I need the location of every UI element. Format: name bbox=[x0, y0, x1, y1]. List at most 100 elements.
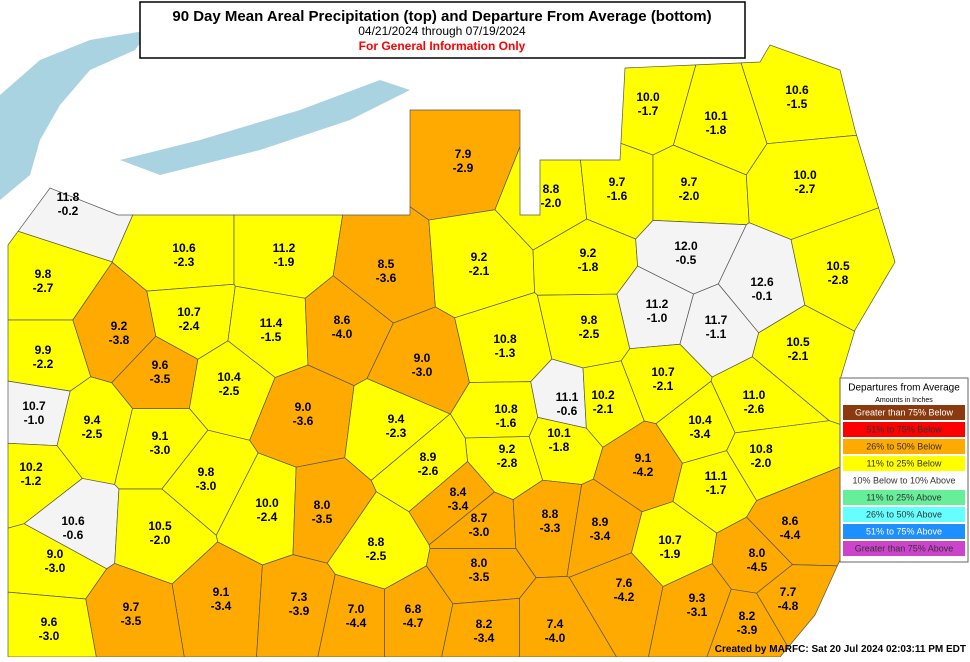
legend-subtitle: Amounts in Inches bbox=[875, 397, 933, 404]
departure-label: -3.8 bbox=[109, 333, 130, 347]
legend-label: Greater than 75% Below bbox=[855, 407, 954, 417]
departure-label: -4.4 bbox=[780, 528, 801, 542]
departure-label: -1.6 bbox=[607, 189, 628, 203]
precip-label: 10.1 bbox=[547, 426, 571, 440]
precip-label: 9.7 bbox=[123, 600, 140, 614]
precip-label: 11.8 bbox=[57, 190, 80, 204]
precip-label: 11.1 bbox=[556, 390, 579, 404]
departure-label: -3.5 bbox=[312, 512, 333, 526]
departure-label: -2.4 bbox=[179, 319, 200, 333]
departure-label: -0.1 bbox=[752, 289, 773, 303]
precip-label: 12.6 bbox=[750, 275, 774, 289]
precip-label: 9.7 bbox=[609, 175, 626, 189]
departure-label: -1.8 bbox=[706, 123, 727, 137]
precip-label: 9.2 bbox=[499, 442, 516, 456]
precip-label: 9.0 bbox=[295, 400, 312, 414]
departure-label: -3.0 bbox=[45, 561, 66, 575]
precip-label: 10.8 bbox=[494, 402, 518, 416]
departure-label: -3.0 bbox=[469, 525, 490, 539]
precip-label: 10.0 bbox=[255, 496, 279, 510]
precip-label: 9.6 bbox=[152, 358, 169, 372]
precip-label: 8.5 bbox=[378, 257, 395, 271]
departure-label: -1.5 bbox=[261, 330, 282, 344]
departure-label: -2.5 bbox=[366, 549, 387, 563]
departure-label: -2.1 bbox=[469, 264, 490, 278]
precip-label: 8.0 bbox=[471, 556, 488, 570]
precip-label: 7.9 bbox=[455, 147, 472, 161]
precip-label: 8.2 bbox=[739, 609, 756, 623]
departure-label: -3.1 bbox=[687, 605, 708, 619]
precip-label: 9.4 bbox=[388, 412, 405, 426]
precip-label: 8.2 bbox=[476, 617, 493, 631]
legend-label: 26% to 50% Above bbox=[866, 509, 942, 519]
precip-label: 8.0 bbox=[749, 546, 766, 560]
precip-label: 9.2 bbox=[111, 319, 128, 333]
legend-title: Departures from Average bbox=[848, 383, 960, 394]
legend-swatch bbox=[843, 541, 965, 556]
legend: Departures from Average Amounts in Inche… bbox=[839, 377, 969, 563]
legend-label: 11% to 25% Below bbox=[867, 458, 942, 468]
departure-label: -3.4 bbox=[448, 499, 469, 513]
departure-label: -4.2 bbox=[614, 590, 635, 604]
legend-label: 26% to 50% Below bbox=[866, 441, 942, 451]
title: 90 Day Mean Areal Precipitation (top) an… bbox=[172, 8, 711, 25]
legend-swatch bbox=[843, 422, 965, 437]
precip-label: 7.4 bbox=[547, 617, 564, 631]
departure-label: -3.0 bbox=[39, 629, 60, 643]
precip-label: 11.2 bbox=[273, 241, 296, 255]
departure-label: -2.0 bbox=[751, 456, 772, 470]
departure-label: -2.1 bbox=[593, 402, 614, 416]
precip-label: 10.5 bbox=[148, 519, 172, 533]
precip-label: 9.1 bbox=[213, 585, 230, 599]
precip-label: 8.6 bbox=[782, 514, 799, 528]
departure-label: -1.8 bbox=[549, 440, 570, 454]
departure-label: -2.3 bbox=[386, 426, 407, 440]
precip-label: 10.4 bbox=[217, 370, 241, 384]
precip-label: 8.7 bbox=[471, 511, 488, 525]
departure-label: -2.8 bbox=[497, 456, 518, 470]
precip-label: 10.6 bbox=[172, 241, 196, 255]
departure-label: -0.6 bbox=[557, 404, 578, 418]
departure-label: -2.1 bbox=[788, 349, 809, 363]
departure-label: -3.0 bbox=[150, 443, 171, 457]
legend-swatch bbox=[843, 405, 965, 420]
precip-label: 9.2 bbox=[471, 250, 488, 264]
precip-label: 9.7 bbox=[681, 175, 698, 189]
precip-label: 8.9 bbox=[592, 515, 609, 529]
notice: For General Information Only bbox=[359, 39, 526, 53]
departure-label: -0.2 bbox=[58, 204, 79, 218]
region bbox=[706, 588, 789, 658]
footer: Created by MARFC: Sat 20 Jul 2024 02:03:… bbox=[715, 644, 966, 655]
departure-label: -3.4 bbox=[211, 599, 232, 613]
precip-label: 9.8 bbox=[198, 465, 215, 479]
legend-swatch bbox=[843, 456, 965, 471]
legend-label: Greater than 75% Above bbox=[855, 543, 954, 553]
departure-label: -2.0 bbox=[679, 189, 700, 203]
departure-label: -3.9 bbox=[737, 623, 758, 637]
departure-label: -3.9 bbox=[289, 604, 310, 618]
departure-label: -3.4 bbox=[590, 529, 611, 543]
labels: 11.8-0.27.9-2.98.8-2.09.7-1.610.0-1.7 10.… bbox=[19, 83, 850, 645]
departure-label: -3.5 bbox=[150, 372, 171, 386]
precip-label: 10.7 bbox=[658, 533, 682, 547]
precip-label: 10.7 bbox=[651, 365, 675, 379]
legend-label: 10% Below to 10% Above bbox=[852, 475, 955, 485]
departure-label: -2.6 bbox=[744, 402, 765, 416]
precip-label: 9.8 bbox=[35, 267, 52, 281]
precip-label: 10.6 bbox=[785, 83, 809, 97]
precip-label: 11.4 bbox=[260, 316, 283, 330]
precip-label: 8.0 bbox=[314, 498, 331, 512]
departure-label: -2.9 bbox=[453, 161, 474, 175]
precip-label: 9.6 bbox=[41, 615, 58, 629]
precip-label: 9.3 bbox=[689, 591, 706, 605]
departure-label: -3.4 bbox=[474, 631, 495, 645]
departure-label: -1.8 bbox=[578, 260, 599, 274]
precip-label: 8.6 bbox=[334, 313, 351, 327]
precip-label: 10.0 bbox=[793, 168, 817, 182]
departure-label: -4.5 bbox=[747, 560, 768, 574]
departure-label: -1.0 bbox=[24, 413, 45, 427]
legend-swatch bbox=[843, 439, 965, 454]
departure-label: -2.0 bbox=[541, 196, 562, 210]
precip-label: 10.2 bbox=[19, 460, 43, 474]
departure-label: -2.5 bbox=[219, 384, 240, 398]
